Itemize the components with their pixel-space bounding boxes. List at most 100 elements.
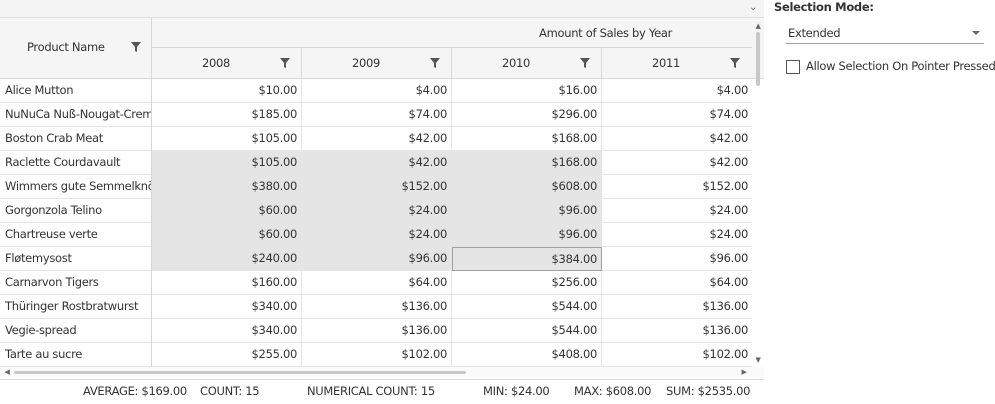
data-cell[interactable]: $168.00 [452, 151, 602, 175]
row-field-header[interactable]: Product Name [0, 18, 152, 78]
scroll-thumb[interactable] [14, 371, 466, 374]
data-cell[interactable]: $60.00 [152, 223, 302, 247]
allow-selection-label[interactable]: Allow Selection On Pointer Pressed [806, 59, 995, 73]
data-cell[interactable]: $102.00 [702, 347, 749, 361]
filter-icon[interactable] [429, 57, 441, 69]
scroll-right-icon[interactable]: ▶ [741, 368, 747, 376]
year-label: 2010 [502, 56, 531, 70]
column-title-label: Amount of Sales by Year [539, 26, 673, 40]
filter-icon[interactable] [279, 57, 291, 69]
data-cell[interactable]: $136.00 [702, 299, 749, 313]
data-cell[interactable]: $255.00 [152, 343, 302, 367]
data-cell[interactable]: $96.00 [452, 199, 602, 223]
data-cell[interactable]: $42.00 [302, 151, 452, 175]
table-row: Gorgonzola Telino $60.00 $24.00 $96.00 $24.0… [0, 199, 752, 223]
data-cell[interactable]: $185.00 [152, 103, 302, 127]
horizontal-scrollbar[interactable]: ◀ ▶ [0, 367, 764, 378]
data-cell[interactable]: $408.00 [452, 343, 602, 367]
data-cell[interactable]: $102.00 [302, 343, 452, 367]
column-field-title: Amount of Sales by Year [152, 18, 752, 48]
data-cell[interactable]: $105.00 [152, 151, 302, 175]
column-header-2008[interactable]: 2008 [152, 48, 302, 78]
data-cell[interactable]: $296.00 [452, 103, 602, 127]
table-row: Raclette Courdavault $105.00 $42.00 $168.00… [0, 151, 752, 175]
data-cell[interactable]: $168.00 [452, 127, 602, 151]
data-cell[interactable]: $160.00 [152, 271, 302, 295]
data-cell[interactable]: $64.00 [302, 271, 452, 295]
data-cell[interactable]: $136.00 [302, 295, 452, 319]
data-cell[interactable]: $24.00 [302, 199, 452, 223]
data-cell[interactable]: $60.00 [152, 199, 302, 223]
allow-selection-checkbox[interactable] [786, 60, 800, 74]
column-header-2011[interactable]: 2011 [602, 48, 752, 78]
row-header-cell[interactable]: Fløtemysost [0, 247, 152, 271]
grid-header: Product Name Amount of Sales by Year 200… [0, 18, 764, 79]
data-cell[interactable]: $340.00 [152, 295, 302, 319]
status-min: MIN: $24.00 [483, 384, 550, 398]
data-cell[interactable]: $16.00 [452, 79, 602, 103]
data-cell[interactable]: $74.00 [302, 103, 452, 127]
data-cell[interactable]: $544.00 [452, 295, 602, 319]
data-cell[interactable]: $42.00 [302, 127, 452, 151]
data-cell[interactable]: $42.00 [709, 155, 749, 169]
data-cell[interactable]: $24.00 [302, 223, 452, 247]
data-cell[interactable]: $74.00 [709, 107, 749, 121]
data-cell[interactable]: $24.00 [709, 203, 749, 217]
data-cell[interactable]: $96.00 [709, 251, 749, 265]
table-row: Alice Mutton $10.00 $4.00 $16.00 $4.00 [0, 79, 752, 103]
chevron-down-icon[interactable]: ⌄ [748, 2, 758, 13]
data-cell[interactable]: $42.00 [709, 131, 749, 145]
data-cell[interactable]: $96.00 [302, 247, 452, 271]
scroll-down-icon[interactable]: ▼ [755, 356, 761, 364]
data-cell[interactable]: $256.00 [452, 271, 602, 295]
row-header-cell[interactable]: NuNuCa Nuß-Nougat-Creme [0, 103, 152, 127]
data-cell[interactable]: $384.00 [452, 247, 602, 271]
data-cell[interactable]: $152.00 [702, 179, 749, 193]
scroll-left-icon[interactable]: ◀ [4, 368, 10, 376]
data-cell[interactable]: $340.00 [152, 319, 302, 343]
column-header-2010[interactable]: 2010 [452, 48, 602, 78]
scroll-thumb[interactable] [756, 32, 760, 86]
filter-icon[interactable] [729, 57, 741, 69]
field-list-strip: ⌄ [0, 0, 764, 18]
status-numerical-count: NUMERICAL COUNT: 15 [307, 384, 435, 398]
data-cell[interactable]: $96.00 [452, 223, 602, 247]
filter-icon[interactable] [579, 57, 591, 69]
data-cell[interactable]: $136.00 [302, 319, 452, 343]
data-cell[interactable]: $240.00 [152, 247, 302, 271]
data-cell[interactable]: $380.00 [152, 175, 302, 199]
data-cell[interactable]: $4.00 [302, 79, 452, 103]
data-cell[interactable]: $152.00 [302, 175, 452, 199]
filter-icon[interactable] [130, 41, 142, 53]
row-header-cell[interactable]: Thüringer Rostbratwurst [0, 295, 152, 319]
row-header-cell[interactable]: Boston Crab Meat [0, 127, 152, 151]
row-header-cell[interactable]: Carnarvon Tigers [0, 271, 152, 295]
table-row: Thüringer Rostbratwurst $340.00 $136.00 $54… [0, 295, 752, 319]
vertical-scrollbar[interactable]: ▲ ▼ [753, 18, 763, 367]
column-header-2009[interactable]: 2009 [302, 48, 452, 78]
table-row: Fløtemysost $240.00 $96.00 $384.00 $96.00 [0, 247, 752, 271]
data-cell[interactable]: $64.00 [709, 275, 749, 289]
row-header-cell[interactable]: Vegie-spread [0, 319, 152, 343]
status-sum: SUM: $2535.00 [666, 384, 751, 398]
data-cell[interactable]: $544.00 [452, 319, 602, 343]
selection-mode-dropdown[interactable]: Extended [786, 22, 984, 44]
row-header-cell[interactable]: Tarte au sucre [0, 343, 152, 367]
data-cell[interactable]: $136.00 [702, 323, 749, 337]
year-label: 2009 [352, 56, 381, 70]
row-header-cell[interactable]: Wimmers gute Semmelknödel [0, 175, 152, 199]
data-cell[interactable]: $10.00 [152, 79, 302, 103]
data-cell[interactable]: $4.00 [716, 83, 749, 97]
data-cell[interactable]: $105.00 [152, 127, 302, 151]
data-cell[interactable]: $24.00 [709, 227, 749, 241]
data-cell[interactable]: $608.00 [452, 175, 602, 199]
table-row: Boston Crab Meat $105.00 $42.00 $168.00 $42.… [0, 127, 752, 151]
table-row: Vegie-spread $340.00 $136.00 $544.00 $136.00 [0, 319, 752, 343]
scroll-up-icon[interactable]: ▲ [755, 22, 761, 30]
row-header-cell[interactable]: Raclette Courdavault [0, 151, 152, 175]
row-header-cell[interactable]: Gorgonzola Telino [0, 199, 152, 223]
row-header-cell[interactable]: Alice Mutton [0, 79, 152, 103]
row-header-cell[interactable]: Chartreuse verte [0, 223, 152, 247]
status-bar: AVERAGE: $169.00 COUNT: 15 NUMERICAL COU… [0, 379, 764, 404]
pivot-grid: ⌄ Product Name Amount of Sales by Year 2… [0, 0, 764, 404]
